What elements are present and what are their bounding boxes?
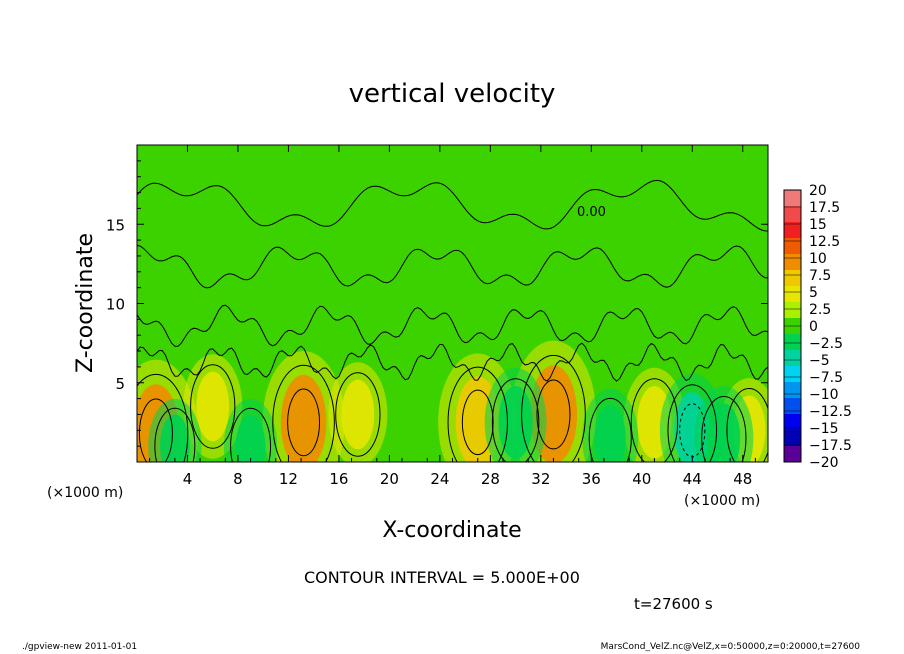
downdraft-core <box>160 414 190 462</box>
colorbar-label: 12.5 <box>809 234 840 250</box>
colorbar-swatch <box>784 398 801 415</box>
downdraft-core <box>594 405 626 462</box>
colorbar-swatch <box>784 430 801 447</box>
y-tick-label: 5 <box>115 375 125 393</box>
zero-contour <box>137 373 189 462</box>
colorbar-label: −10 <box>809 387 839 403</box>
zero-contour-line <box>137 304 768 347</box>
x-tick-label: 36 <box>582 470 601 488</box>
colorbar-label: 15 <box>809 217 827 233</box>
colorbar-swatch <box>784 286 801 303</box>
colorbar-label: −15 <box>809 421 839 437</box>
zero-contour <box>230 407 272 462</box>
contour-value-label: 0.00 <box>577 205 606 220</box>
colorbar-swatch <box>784 302 801 319</box>
downdraft-core <box>235 414 266 462</box>
x-unit-right: (×1000 m) <box>684 493 760 509</box>
zero-contour <box>630 378 679 462</box>
colorbar-swatch <box>784 382 801 399</box>
colorbar-label: −7.5 <box>809 370 843 386</box>
x-axis-label: X-coordinate <box>382 518 521 543</box>
x-tick-label: 28 <box>481 470 500 488</box>
colorbar-swatch <box>784 206 801 223</box>
colorbar-swatch <box>784 414 801 431</box>
x-tick-label: 48 <box>733 470 752 488</box>
updraft-core <box>280 374 327 462</box>
colorbar-label: −20 <box>809 455 839 471</box>
colorbar-label: 17.5 <box>809 200 840 216</box>
zero-contour <box>491 378 540 462</box>
x-tick-label: 20 <box>380 470 399 488</box>
colorbar-swatch <box>784 446 801 463</box>
x-axis: 4 8 12 16 20 24 28 32 36 40 44 48 <box>149 145 756 488</box>
core-contour <box>138 398 173 462</box>
zero-contour <box>521 354 586 462</box>
x-tick-label: 12 <box>279 470 298 488</box>
zero-contour <box>726 388 768 462</box>
zero-contour <box>335 372 381 457</box>
downdraft-core <box>707 403 741 462</box>
x-tick-label: 8 <box>233 470 243 488</box>
colorbar-label: −5 <box>809 353 830 369</box>
zero-contour <box>154 407 196 462</box>
colorbar-label: 2.5 <box>809 302 831 318</box>
y-tick-label: 15 <box>106 216 125 234</box>
y-axis: 5 10 15 <box>106 160 768 447</box>
contour-interval-text: CONTOUR INTERVAL = 5.000E+00 <box>304 568 580 587</box>
zero-contour <box>667 384 718 462</box>
x-tick-label: 4 <box>183 470 193 488</box>
zero-contour-line <box>137 342 768 382</box>
x-tick-label: 32 <box>531 470 550 488</box>
zero-contour <box>190 364 236 449</box>
colorbar-swatch <box>784 366 801 383</box>
zero-contour <box>588 397 632 462</box>
zero-contour-line <box>137 179 768 232</box>
colorbar-label: 7.5 <box>809 268 831 284</box>
footer-right: MarsCond_VelZ.nc@VelZ,x=0:50000,z=0:2000… <box>601 642 861 652</box>
core-contour <box>287 388 321 457</box>
zero-contour <box>272 364 335 462</box>
updraft-core <box>341 379 375 450</box>
colorbar-swatch <box>784 238 801 255</box>
zero-contour <box>447 366 508 462</box>
colorbar-swatch <box>784 350 801 367</box>
updraft-core <box>196 371 230 442</box>
colorbar-label: 10 <box>809 251 827 267</box>
x-tick-label: 40 <box>632 470 651 488</box>
zero-contour <box>701 395 747 462</box>
y-axis-label: Z-coordinate <box>73 233 98 373</box>
x-tick-label: 44 <box>683 470 702 488</box>
x-tick-label: 24 <box>430 470 449 488</box>
colorbar-swatch <box>784 254 801 271</box>
colorbar: 2017.51512.5107.552.50−2.5−5−7.5−10−12.5… <box>783 183 852 471</box>
colorbar-label: −2.5 <box>809 336 843 352</box>
core-contour <box>536 379 571 450</box>
colorbar-swatch <box>784 190 801 207</box>
colorbar-swatch <box>784 222 801 239</box>
colorbar-label: −12.5 <box>809 404 852 420</box>
colorbar-swatch <box>784 334 801 351</box>
colorbar-label: 20 <box>809 183 827 199</box>
footer-left: ./gpview-new 2011-01-01 <box>22 642 137 652</box>
y-tick-label: 10 <box>106 296 125 314</box>
time-text: t=27600 s <box>634 595 713 613</box>
colorbar-label: −17.5 <box>809 438 852 454</box>
x-unit-left: (×1000 m) <box>47 485 123 501</box>
plot-area: 0.00 <box>136 144 769 463</box>
core-contour <box>461 389 494 456</box>
x-tick-label: 16 <box>329 470 348 488</box>
zero-contour-line <box>137 244 768 289</box>
downdraft-core <box>498 385 533 459</box>
colorbar-swatch <box>784 270 801 287</box>
contour-lines <box>137 179 768 462</box>
colorbar-label: 5 <box>809 285 818 301</box>
colorbar-label: 0 <box>809 319 818 335</box>
chart-title: vertical velocity <box>349 79 556 109</box>
